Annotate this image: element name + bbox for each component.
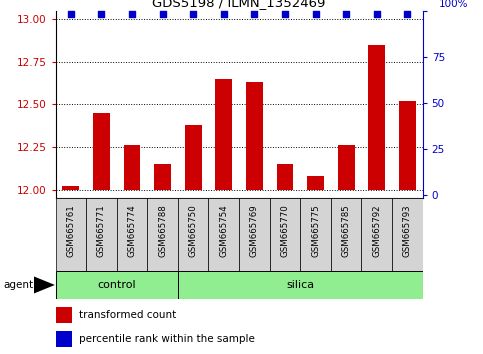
Bar [307, 176, 324, 190]
Bar [369, 45, 385, 190]
Bar [270, 198, 300, 271]
Text: GSM665769: GSM665769 [250, 204, 259, 257]
Bar [56, 198, 86, 271]
Bar [239, 198, 270, 271]
Bar [399, 101, 416, 190]
Text: GSM665785: GSM665785 [341, 204, 351, 257]
Point [403, 11, 411, 17]
Text: 100%: 100% [439, 0, 469, 9]
Point [98, 11, 105, 17]
Text: GSM665754: GSM665754 [219, 204, 228, 257]
Bar [392, 198, 423, 271]
Text: agent: agent [4, 280, 34, 290]
Bar [56, 307, 72, 323]
Text: GSM665775: GSM665775 [311, 204, 320, 257]
Text: transformed count: transformed count [79, 310, 176, 320]
Point [189, 11, 197, 17]
Text: control: control [98, 280, 136, 290]
Bar [331, 198, 361, 271]
Text: GSM665750: GSM665750 [189, 204, 198, 257]
Point [128, 11, 136, 17]
Text: GSM665788: GSM665788 [158, 204, 167, 257]
Bar [338, 145, 355, 190]
Text: GSM665774: GSM665774 [128, 204, 137, 257]
Point [251, 11, 258, 17]
Bar [93, 113, 110, 190]
Text: GSM665793: GSM665793 [403, 204, 412, 257]
Point [312, 11, 319, 17]
Point [342, 11, 350, 17]
Bar [361, 198, 392, 271]
Text: GSM665792: GSM665792 [372, 204, 381, 257]
Point [67, 11, 75, 17]
Bar [147, 198, 178, 271]
Bar [185, 125, 201, 190]
Bar [86, 198, 117, 271]
Bar [277, 164, 293, 190]
Text: silica: silica [286, 280, 314, 290]
Bar [124, 145, 141, 190]
Bar [62, 186, 79, 190]
Bar [178, 271, 423, 299]
Bar [56, 331, 72, 347]
Title: GDS5198 / ILMN_1352469: GDS5198 / ILMN_1352469 [153, 0, 326, 10]
Bar [178, 198, 209, 271]
Bar [300, 198, 331, 271]
Point [281, 11, 289, 17]
Bar [246, 82, 263, 190]
Text: GSM665770: GSM665770 [281, 204, 289, 257]
Point [159, 11, 167, 17]
Point [220, 11, 227, 17]
Bar [215, 79, 232, 190]
Bar [56, 271, 178, 299]
Bar [117, 198, 147, 271]
Bar [209, 198, 239, 271]
Text: percentile rank within the sample: percentile rank within the sample [79, 334, 255, 344]
Text: GSM665761: GSM665761 [66, 204, 75, 257]
Text: GSM665771: GSM665771 [97, 204, 106, 257]
Polygon shape [34, 276, 55, 293]
Bar [154, 164, 171, 190]
Point [373, 11, 381, 17]
